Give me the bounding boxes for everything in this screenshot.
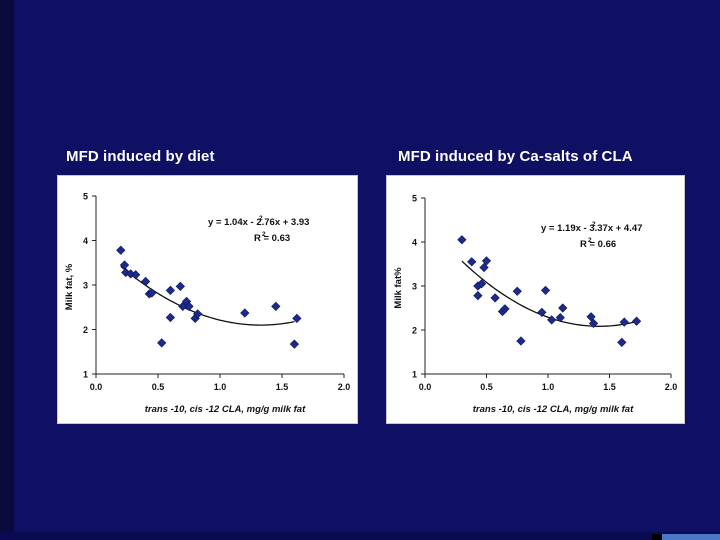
right-panel-title: MFD induced by Ca-salts of CLA <box>398 148 633 165</box>
data-point <box>116 245 126 255</box>
y-tick-label: 2 <box>83 325 88 335</box>
data-point <box>617 337 627 347</box>
data-point <box>481 256 492 266</box>
r-squared-label: R = 0.66 <box>580 239 616 250</box>
data-point <box>537 307 547 318</box>
x-tick-label: 1.5 <box>603 382 616 392</box>
data-point <box>473 291 483 301</box>
right-scatter-chart: 1 2 3 4 5 0.0 0.5 1.0 1.5 2.0 trans -10, cis -12 C… <box>393 194 678 416</box>
y-tick-label: 3 <box>83 281 88 291</box>
data-point <box>500 304 510 314</box>
left-chart-panel: 1 2 3 4 5 0.0 0.5 1.0 1.5 2.0 trans -10, cis -12 C… <box>57 175 358 424</box>
data-point <box>558 303 568 313</box>
x-tick-label: 2.0 <box>665 382 678 392</box>
r-squared-exponent: 2 <box>588 237 592 244</box>
x-tick-label: 1.0 <box>542 382 555 392</box>
x-tick-label: 1.5 <box>276 382 289 392</box>
regression-equation: y = 1.04x - 2.76x + 3.93 <box>208 217 309 228</box>
data-point <box>588 318 599 329</box>
y-axis-label: Milk fat% <box>393 267 404 309</box>
x-tick-label: 0.0 <box>419 382 432 392</box>
data-point <box>457 235 467 245</box>
x-tick-label: 2.0 <box>338 382 351 392</box>
data-point <box>165 285 176 295</box>
x-axis-label: trans -10, cis -12 CLA, mg/g milk fat <box>145 404 306 415</box>
data-point <box>586 312 596 322</box>
x-tick-label: 0.0 <box>90 382 103 392</box>
y-tick-label: 2 <box>412 326 417 336</box>
x-axis-label: trans -10, cis -12 CLA, mg/g milk fat <box>473 404 634 415</box>
y-tick-label: 3 <box>412 282 417 292</box>
data-point <box>193 309 203 319</box>
data-point <box>175 281 185 291</box>
right-chart-panel: 1 2 3 4 5 0.0 0.5 1.0 1.5 2.0 trans -10, cis -12 C… <box>386 175 685 424</box>
data-point <box>157 338 167 348</box>
data-point <box>619 317 629 327</box>
slide-left-stripe <box>0 0 14 540</box>
data-point <box>292 313 302 323</box>
slide-bottom-band <box>0 532 720 540</box>
data-point <box>119 260 130 270</box>
y-tick-label: 4 <box>412 238 417 248</box>
slide-corner-tab <box>662 534 720 540</box>
data-point <box>476 279 487 289</box>
data-point <box>479 262 489 273</box>
left-scatter-chart: 1 2 3 4 5 0.0 0.5 1.0 1.5 2.0 trans -10, cis -12 C… <box>64 192 351 416</box>
data-point <box>516 336 526 346</box>
data-point <box>540 285 551 296</box>
y-tick-label: 1 <box>83 370 88 380</box>
y-tick-label: 4 <box>83 236 88 246</box>
equation-exponent: 2 <box>259 215 263 222</box>
r-squared-label: R = 0.63 <box>254 233 290 244</box>
regression-equation: y = 1.19x - 3.37x + 4.47 <box>541 223 642 234</box>
data-point <box>140 276 151 287</box>
data-point <box>271 301 281 311</box>
data-point <box>512 286 522 296</box>
r-squared-exponent: 2 <box>262 231 266 238</box>
y-tick-label: 5 <box>412 194 417 204</box>
trend-curve <box>461 260 637 327</box>
data-point <box>131 270 141 280</box>
y-tick-label: 5 <box>83 192 88 202</box>
trend-curve <box>120 265 295 326</box>
x-tick-label: 1.0 <box>214 382 227 392</box>
x-tick-label: 0.5 <box>480 382 493 392</box>
data-point <box>289 339 300 349</box>
data-point <box>555 313 565 323</box>
data-point <box>631 316 642 326</box>
data-point <box>490 293 500 303</box>
y-axis-label: Milk fat, % <box>64 263 75 310</box>
left-panel-title: MFD induced by diet <box>66 148 215 165</box>
x-tick-label: 0.5 <box>152 382 165 392</box>
data-point <box>467 257 477 267</box>
equation-exponent: 2 <box>592 221 596 228</box>
data-point <box>147 288 157 298</box>
data-point <box>547 315 557 325</box>
data-point <box>184 301 194 311</box>
y-tick-label: 1 <box>412 370 417 380</box>
data-point <box>165 312 176 323</box>
slide-corner-dark <box>652 534 662 540</box>
data-point <box>240 308 250 318</box>
